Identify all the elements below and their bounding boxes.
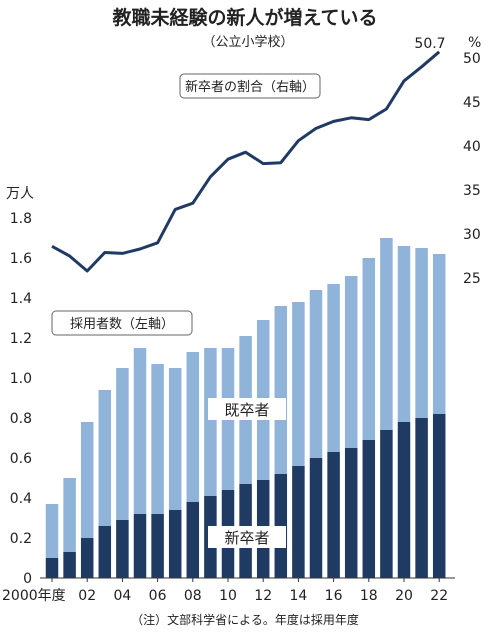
x-tick-label: 12 (254, 588, 272, 604)
bar-kisotsu (63, 478, 76, 552)
left-tick-label: 0.6 (10, 451, 32, 467)
bar-shinsotsu (133, 514, 147, 578)
bar-kisotsu (397, 246, 411, 422)
x-tick-label: 22 (430, 588, 448, 604)
left-tick-label: 0.8 (10, 411, 32, 427)
bar-shinsotsu (397, 422, 411, 578)
line-label: 新卒者の割合（右軸） (185, 79, 315, 95)
x-tick-label: 2000年度 (2, 588, 66, 604)
left-tick-label: 1.2 (10, 331, 32, 347)
series-label-shinsotsu: 新卒者 (224, 529, 269, 547)
bar-kisotsu (415, 248, 428, 418)
right-tick-label: 45 (463, 95, 481, 111)
series-label-kisotsu: 既卒者 (224, 401, 269, 419)
right-tick-label: 25 (463, 271, 481, 287)
x-tick-label: 06 (149, 588, 167, 604)
bar-kisotsu (380, 238, 393, 430)
bar-shinsotsu (98, 526, 112, 578)
chart-note: （注）文部科学省による。年度は採用年度 (131, 612, 359, 627)
bar-shinsotsu (327, 452, 340, 578)
bar-kisotsu (432, 254, 446, 414)
right-axis-unit: % (468, 35, 481, 51)
left-tick-label: 1.6 (10, 251, 32, 267)
bar-shinsotsu (292, 466, 305, 578)
x-tick-label: 04 (113, 588, 131, 604)
bar-shinsotsu (362, 440, 376, 578)
line-label-box (179, 73, 321, 99)
line-series (51, 50, 441, 273)
right-axis: 25 30 35 40 45 50 (463, 51, 481, 287)
bar-shinsotsu (380, 430, 393, 578)
bar-shinsotsu (80, 538, 94, 578)
bar-shinsotsu (186, 502, 200, 578)
x-tick-label: 18 (360, 588, 378, 604)
x-tick-label: 20 (395, 588, 413, 604)
right-tick-label: 40 (463, 139, 481, 155)
bar-shinsotsu (116, 520, 129, 578)
left-tick-label: 0.4 (10, 491, 32, 507)
bar-shinsotsu (151, 514, 164, 578)
last-value-label: 50.7 (414, 36, 445, 52)
bar-shinsotsu (45, 558, 59, 578)
bar-kisotsu (151, 364, 164, 514)
bar-kisotsu (274, 306, 288, 474)
bar-shinsotsu (168, 510, 182, 578)
x-tick-label: 16 (325, 588, 343, 604)
x-tick-label: 10 (219, 588, 237, 604)
bar-kisotsu (344, 276, 358, 448)
bar-shinsotsu (344, 448, 358, 578)
left-tick-label: 1.0 (10, 371, 32, 387)
bar-kisotsu (98, 390, 112, 526)
ratio-line (51, 50, 441, 273)
chart-subtitle: （公立小学校） (202, 34, 293, 50)
chart-title: 教職未経験の新人が増えている (112, 6, 377, 29)
bar-shinsotsu (432, 414, 446, 578)
x-axis: 2000年度 02 04 06 08 10 12 14 16 18 20 22 (2, 578, 448, 604)
x-tick-label: 14 (289, 588, 307, 604)
bar-kisotsu (292, 302, 305, 466)
right-tick-label: 50 (463, 51, 481, 67)
bar-kisotsu (309, 290, 323, 458)
series-label-bg-shinsotsu (208, 526, 286, 548)
left-axis-unit: 万人 (6, 186, 34, 202)
left-tick-label: 1.4 (10, 291, 32, 307)
left-tick-label: 1.8 (10, 211, 32, 227)
right-tick-label: 30 (463, 227, 481, 243)
bar-kisotsu (133, 348, 147, 514)
bar-kisotsu (116, 368, 129, 520)
bars-label-box (51, 310, 193, 336)
series-label-bg-kisotsu (208, 398, 286, 420)
bars-label: 採用者数（左軸） (70, 317, 174, 332)
bar-shinsotsu (415, 418, 428, 578)
bars (45, 238, 446, 578)
left-axis: 0 0.2 0.4 0.6 0.8 1.0 1.2 1.4 1.6 1.8 (10, 211, 32, 587)
bar-kisotsu (80, 422, 94, 538)
left-tick-label: 0.2 (10, 531, 32, 547)
bar-kisotsu (327, 284, 340, 452)
bar-shinsotsu (63, 552, 76, 578)
x-tick-label: 08 (184, 588, 202, 604)
bar-kisotsu (45, 504, 59, 558)
right-tick-label: 35 (463, 183, 481, 199)
bar-kisotsu (362, 258, 376, 440)
x-tick-label: 02 (78, 588, 96, 604)
bar-shinsotsu (309, 458, 323, 578)
bar-kisotsu (204, 348, 217, 496)
left-tick-label: 0 (23, 571, 32, 587)
bar-kisotsu (168, 368, 182, 510)
bar-kisotsu (186, 352, 200, 502)
